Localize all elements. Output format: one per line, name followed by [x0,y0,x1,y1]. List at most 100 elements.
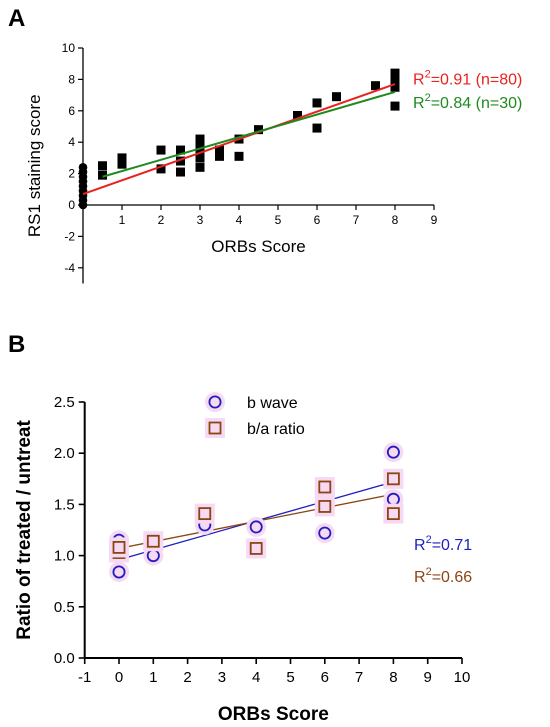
data-point-ba-ratio [112,541,126,554]
data-point-ba-ratio [198,507,212,521]
data-point-square [390,82,400,92]
x-tick-label-a: 6 [314,213,321,227]
x-tick-label-b: 4 [252,669,260,686]
data-point-square [98,170,107,180]
data-point-square [254,125,263,135]
data-point-square [156,164,166,174]
data-point-square [312,98,322,108]
panel-b-chart: -1 0 1 2 3 4 5 6 7 8 9 10 0.0 0.5 1.0 1.5 2.0 2.5 ORBs Sco… [14,392,472,725]
data-point-b-wave [112,565,126,579]
data-point-square [390,74,400,84]
data-point-ba-ratio [318,500,332,513]
x-tick-label-a: 5 [275,213,282,227]
y-tick-label-b: 1.0 [54,548,75,565]
y-tick-label-b: 2.0 [54,445,75,462]
y-tick-label-a: 0 [68,198,75,212]
data-point-square [176,167,185,177]
x-tick-label-b: 1 [149,669,157,686]
y-axis-title-a: RS1 staining score [25,94,44,237]
x-tick-label-b: 10 [454,669,471,686]
x-tick-label-a: 1 [119,213,126,227]
y-tick-label-a: 4 [68,135,75,149]
data-point-square [312,123,322,133]
x-tick-label-b: 3 [218,669,226,686]
data-point-square [98,161,107,171]
marker-halo [314,523,335,544]
legend-halo [205,392,225,412]
fit-label-a: R2=0.84 (n=30) [413,92,522,112]
marker-halo [109,561,129,582]
legend-label: b wave [247,395,298,412]
data-point-square [195,145,205,155]
x-tick-label-b: 6 [321,669,329,686]
x-tick-label-a: 7 [353,213,360,227]
fit-line-a [102,90,396,178]
marker-halo [246,538,267,559]
marker-halo [314,476,335,497]
x-tick-label-b: -1 [78,669,91,686]
x-tick-label-b: 0 [115,669,123,686]
y-tick-label-b: 0.5 [54,599,75,616]
panel-a-chart: 1 2 3 4 5 6 7 8 9 -4 -2 0 2 4 6 8 10 ORBs Score RS1 staini… [25,41,522,284]
data-point-square [234,151,244,161]
fit-label-b: R2=0.66 [414,566,472,586]
data-point-ba-ratio [318,480,332,494]
legend-marker-b-wave [208,395,222,409]
y-tick-label-b: 1.5 [54,496,75,513]
x-tick-label-b: 5 [286,669,294,686]
y-axis-title-b: Ratio of treated / untreat [14,420,35,640]
x-tick-label-a: 9 [431,213,438,227]
y-tick-label-a: 2 [68,167,75,181]
data-point-square [332,92,341,102]
x-tick-label-a: 4 [236,213,243,227]
data-point-square [195,162,205,172]
fit-label-b: R2=0.71 [414,534,472,554]
y-tick-label-a: 10 [62,41,76,55]
data-point-b-wave [249,520,263,534]
marker-halo [194,503,215,524]
marker-halo [383,468,404,489]
data-point-b-wave [386,445,400,459]
panel-b-label: B [8,331,25,358]
y-tick-label-a: 6 [68,104,75,118]
x-tick-label-a: 2 [158,213,165,227]
marker-halo [143,531,164,552]
data-point-square [117,159,127,169]
data-point-ba-ratio [146,534,160,548]
data-point-circle [78,163,88,172]
data-point-square [176,145,185,155]
y-tick-label-a: -4 [64,261,75,275]
fit-line-a [82,83,396,195]
marker-halo [314,496,335,517]
x-tick-label-b: 8 [389,669,397,686]
data-point-ba-ratio [386,472,400,486]
data-point-square [215,151,224,161]
panel-a-label: A [8,5,25,32]
y-tick-label-b: 0.0 [54,650,75,667]
legend-marker-ba-ratio [208,421,222,435]
x-tick-label-b: 7 [355,669,363,686]
y-tick-label-a: 8 [68,72,75,86]
y-tick-label-a: -2 [64,229,75,243]
data-point-square [371,81,380,91]
marker-halo [383,442,404,463]
data-point-square [215,145,224,155]
legend-halo [205,418,225,438]
data-point-square [390,101,400,111]
data-point-square [156,145,166,155]
data-point-square [195,134,205,144]
x-axis-title-a: ORBs Score [211,237,305,256]
x-tick-label-b: 2 [183,669,191,686]
fit-label-a: R2=0.91 (n=80) [413,68,522,88]
y-tick-label-b: 2.5 [54,394,75,411]
data-point-square [195,153,205,163]
data-point-square [117,153,127,163]
marker-halo [383,503,404,524]
data-point-square [390,68,400,78]
x-tick-label-a: 3 [197,213,204,227]
marker-halo [109,537,129,558]
data-point-square [176,156,185,166]
x-axis-title-b: ORBs Score [218,704,329,725]
x-tick-label-a: 8 [392,213,399,227]
data-point-ba-ratio [249,542,263,555]
